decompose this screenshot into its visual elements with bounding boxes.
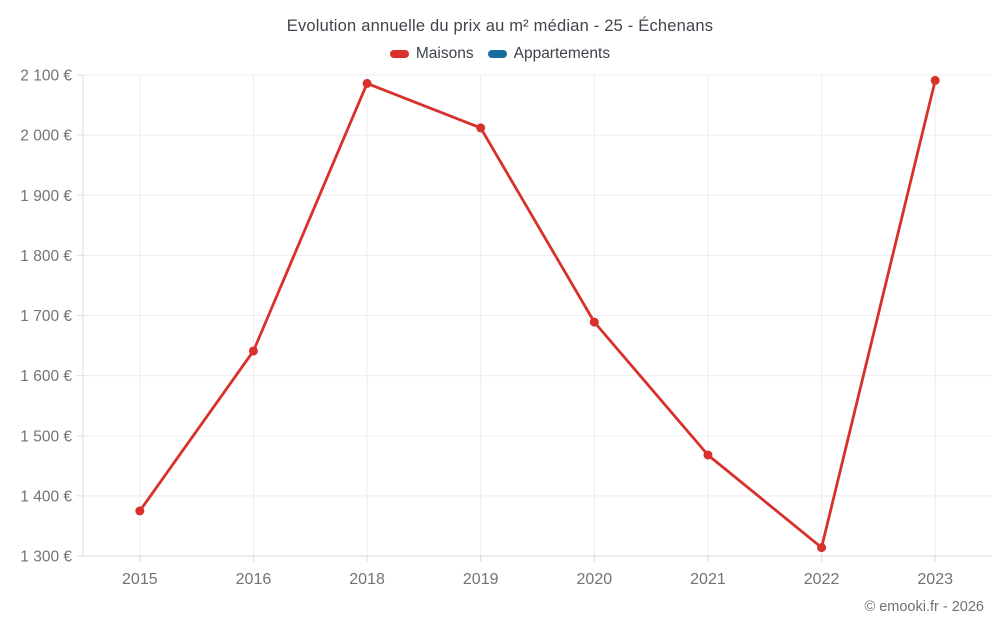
appartements-series-swatch-icon (487, 50, 507, 58)
line-series-maisons (138, 79, 937, 549)
data-point-maisons-2022[interactable] (817, 543, 827, 553)
data-point-maisons-2019[interactable] (476, 123, 486, 133)
y-tick-label: 1 800 € (20, 248, 72, 265)
data-point-maisons-2015[interactable] (135, 506, 145, 516)
legend-label-maisons: Maisons (415, 45, 474, 62)
y-tick-label: 2 100 € (20, 68, 72, 85)
x-tick-label: 2023 (917, 571, 953, 588)
x-tick-label: 2015 (122, 571, 158, 588)
x-tick-label: 2021 (690, 571, 726, 588)
y-tick-label: 1 400 € (20, 488, 72, 505)
x-tick-label: 2022 (804, 571, 840, 588)
y-tick-label: 1 600 € (20, 368, 72, 385)
y-tick-label: 1 500 € (20, 428, 72, 445)
data-point-maisons-2016[interactable] (248, 346, 258, 356)
x-tick-label: 2016 (236, 571, 272, 588)
y-tick-label: 1 700 € (20, 308, 72, 325)
data-point-maisons-2020[interactable] (589, 317, 599, 327)
data-point-maisons-2021[interactable] (703, 450, 713, 460)
x-tick-label: 2019 (463, 571, 499, 588)
y-tick-label: 2 000 € (20, 128, 72, 145)
legend-item-appartements[interactable]: Appartements (487, 45, 611, 63)
legend-label-appartements: Appartements (513, 45, 611, 62)
maisons-series-swatch-icon (389, 50, 409, 58)
copyright-credit: © emooki.fr - 2026 (864, 599, 984, 615)
data-point-maisons-2023[interactable] (930, 75, 940, 85)
data-point-maisons-2018[interactable] (362, 78, 372, 88)
legend-item-maisons[interactable]: Maisons (389, 45, 474, 63)
x-tick-label: 2018 (349, 571, 385, 588)
chart-legend: Maisons Appartements (0, 45, 1000, 63)
x-tick-label: 2020 (577, 571, 613, 588)
y-tick-label: 1 900 € (20, 188, 72, 205)
y-tick-label: 1 300 € (20, 549, 72, 566)
